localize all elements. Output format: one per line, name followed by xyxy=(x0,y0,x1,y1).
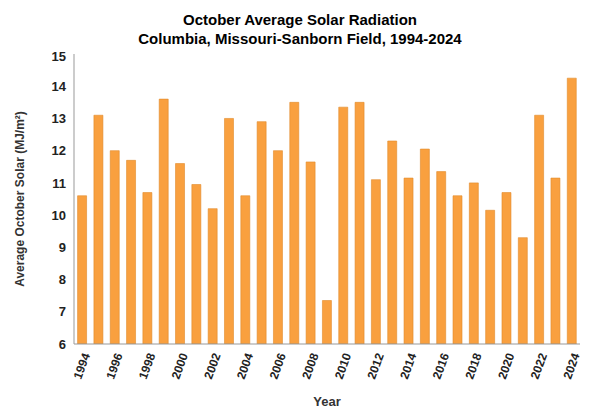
svg-text:2018: 2018 xyxy=(462,351,484,381)
svg-text:2022: 2022 xyxy=(528,351,550,381)
svg-text:14: 14 xyxy=(52,79,67,94)
svg-text:9: 9 xyxy=(59,240,66,255)
html-text:October Average Solar Radiatio: October Average Solar Radiation xyxy=(183,11,417,28)
svg-text:1994: 1994 xyxy=(71,351,93,381)
svg-text:2000: 2000 xyxy=(169,351,191,381)
svg-text:2002: 2002 xyxy=(201,351,223,381)
svg-text:2004: 2004 xyxy=(234,351,256,381)
svg-text:2014: 2014 xyxy=(397,351,419,381)
svg-text:Year: Year xyxy=(313,394,340,409)
svg-text:2024: 2024 xyxy=(560,351,582,381)
svg-text:8: 8 xyxy=(59,272,66,287)
svg-text:11: 11 xyxy=(52,176,66,191)
svg-text:2012: 2012 xyxy=(365,351,387,381)
svg-text:2016: 2016 xyxy=(430,351,452,381)
html-text:Columbia, Missouri-Sanborn Fie: Columbia, Missouri-Sanborn Field, 1994-2… xyxy=(138,30,462,47)
svg-text:15: 15 xyxy=(52,49,66,64)
svg-text:2020: 2020 xyxy=(495,351,517,381)
svg-text:7: 7 xyxy=(59,304,66,319)
svg-text:6: 6 xyxy=(59,337,66,352)
svg-text:12: 12 xyxy=(52,143,66,158)
svg-text:2010: 2010 xyxy=(332,351,354,381)
svg-text:2006: 2006 xyxy=(267,351,289,381)
svg-text:10: 10 xyxy=(52,208,66,223)
svg-text:2008: 2008 xyxy=(299,351,321,381)
svg-text:1996: 1996 xyxy=(103,351,125,381)
svg-text:1998: 1998 xyxy=(136,351,158,381)
svg-text:13: 13 xyxy=(52,111,66,126)
svg-text:Average October Solar (MJ/m²): Average October Solar (MJ/m²) xyxy=(13,111,27,287)
